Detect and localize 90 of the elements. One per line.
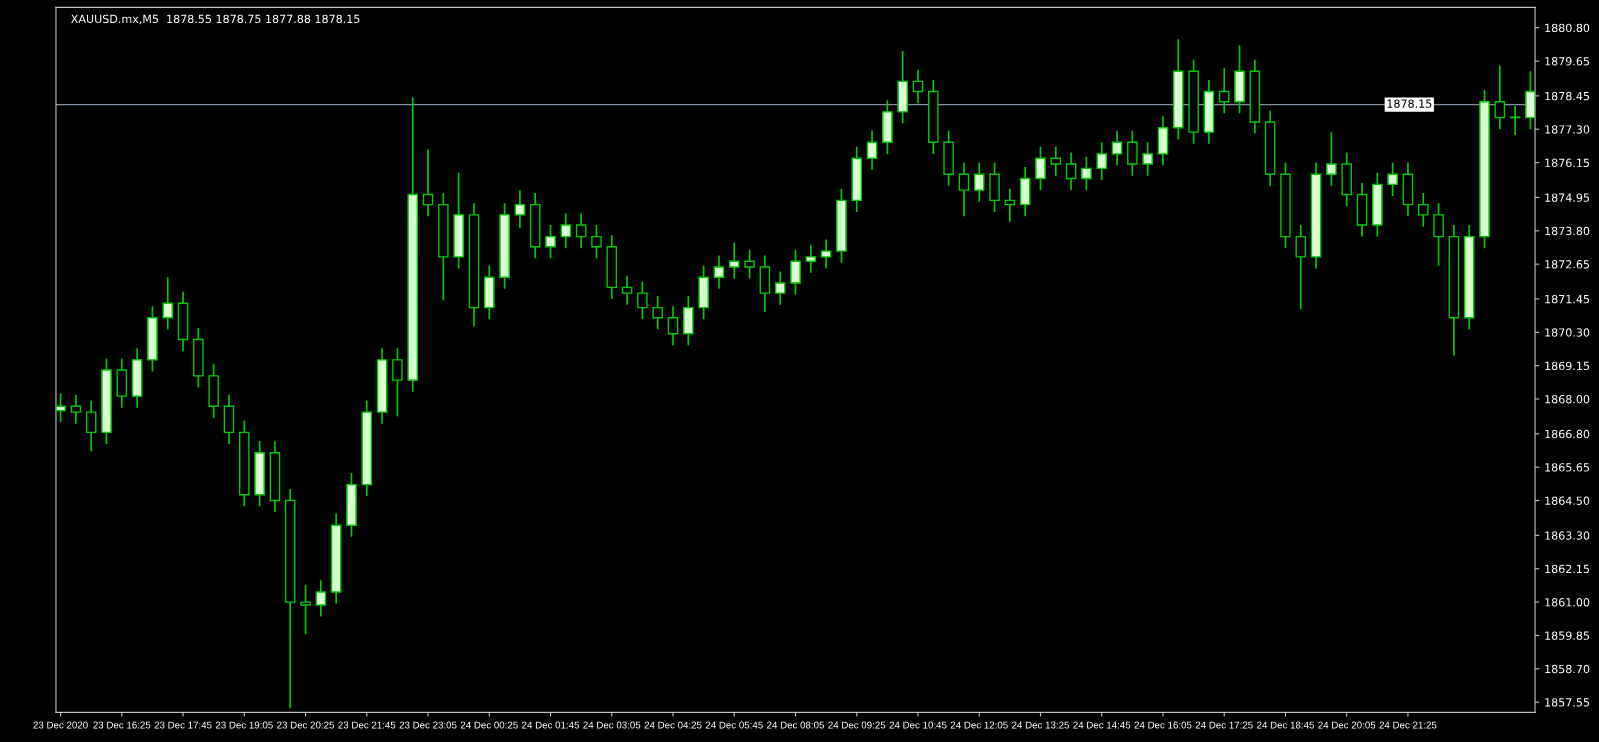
x-tick-label: 23 Dec 17:45 bbox=[154, 721, 212, 729]
x-tick-label: 23 Dec 19:05 bbox=[215, 721, 273, 729]
candlestick bbox=[1295, 224, 1307, 310]
candlestick bbox=[820, 238, 832, 270]
candlestick bbox=[1035, 145, 1046, 192]
y-tick-label: 1858.70 bbox=[1545, 664, 1590, 674]
x-tick-label: 23 Dec 2020 bbox=[33, 721, 88, 729]
candlestick bbox=[728, 241, 740, 280]
text: XAUUSD.mx,M5 1878.55 1878.75 1877.88 1878.15 bbox=[71, 14, 360, 25]
y-tick-label: 1857.55 bbox=[1545, 698, 1590, 707]
candlestick bbox=[958, 161, 970, 218]
y-tick-label: 1877.30 bbox=[1545, 125, 1590, 134]
candlestick bbox=[315, 579, 327, 618]
x-tick-label: 24 Dec 10:45 bbox=[889, 721, 947, 729]
y-tick-label: 1871.45 bbox=[1545, 294, 1590, 304]
candlestick bbox=[85, 399, 97, 453]
x-tick-label: 24 Dec 20:05 bbox=[1318, 721, 1376, 729]
y-tick-label: 1859.85 bbox=[1545, 631, 1590, 640]
y-tick-label: 1866.80 bbox=[1545, 429, 1590, 439]
candlestick bbox=[70, 393, 82, 425]
candlestick bbox=[55, 392, 66, 424]
candlestick bbox=[1065, 151, 1077, 192]
candlestick bbox=[1433, 202, 1444, 267]
candlestick bbox=[912, 68, 924, 104]
y-tick-label: 1872.65 bbox=[1545, 260, 1590, 269]
candlestick bbox=[1387, 161, 1398, 197]
candlestick bbox=[1111, 129, 1123, 167]
candlestick bbox=[591, 224, 602, 260]
y-tick-label: 1865.65 bbox=[1545, 463, 1590, 472]
y-tick-label: 1863.30 bbox=[1545, 531, 1590, 540]
x-tick-label: 24 Dec 09:25 bbox=[828, 721, 886, 729]
candlestick bbox=[774, 270, 786, 306]
candlestick bbox=[575, 212, 587, 250]
candlestick bbox=[1081, 155, 1092, 192]
candlestick bbox=[744, 248, 755, 280]
y-tick-label: 1869.15 bbox=[1545, 361, 1590, 371]
candlestick bbox=[545, 224, 556, 260]
x-tick-label: 24 Dec 04:25 bbox=[644, 721, 702, 729]
x-tick-label: 24 Dec 21:25 bbox=[1379, 721, 1437, 729]
x-tick-label: 24 Dec 16:05 bbox=[1134, 721, 1192, 729]
candlestick bbox=[667, 305, 679, 347]
x-tick-label: 24 Dec 14:45 bbox=[1073, 721, 1131, 729]
y-tick-label: 1876.15 bbox=[1545, 158, 1590, 167]
candlestick bbox=[514, 189, 526, 229]
y-tick-label: 1873.80 bbox=[1545, 226, 1590, 236]
candlestick bbox=[973, 161, 985, 203]
candlestick bbox=[713, 254, 725, 290]
x-tick-label: 23 Dec 23:05 bbox=[399, 721, 457, 729]
candlestick bbox=[1218, 67, 1230, 115]
x-tick-label: 24 Dec 03:05 bbox=[583, 721, 641, 729]
y-tick-label: 1878.45 bbox=[1545, 91, 1590, 101]
x-tick-label: 23 Dec 20:25 bbox=[277, 721, 335, 729]
y-tick-label: 1868.00 bbox=[1545, 395, 1590, 404]
candlestick bbox=[1142, 141, 1153, 177]
x-tick-label: 24 Dec 01:45 bbox=[522, 721, 580, 729]
candlestick bbox=[300, 583, 311, 635]
x-tick-label: 23 Dec 21:45 bbox=[338, 721, 396, 729]
candlestick bbox=[866, 129, 878, 171]
candlestick bbox=[637, 280, 648, 321]
candlestick bbox=[1326, 131, 1337, 187]
candlestick bbox=[1096, 141, 1108, 181]
x-tick-label: 24 Dec 18:45 bbox=[1257, 721, 1314, 729]
y-tick-label: 1862.15 bbox=[1545, 564, 1590, 574]
candlestick bbox=[1417, 192, 1429, 228]
candlestick bbox=[1509, 105, 1521, 136]
y-tick-label: 1861.00 bbox=[1545, 598, 1590, 607]
candlestick bbox=[621, 274, 633, 306]
x-tick-label: 24 Dec 17:25 bbox=[1195, 721, 1253, 729]
candlestick bbox=[162, 276, 174, 331]
y-tick-label: 1874.95 bbox=[1545, 193, 1590, 202]
x-tick-label: 24 Dec 08:05 bbox=[767, 721, 825, 729]
y-tick-label: 1870.30 bbox=[1545, 328, 1590, 337]
x-tick-label: 24 Dec 13:25 bbox=[1012, 721, 1069, 729]
candlestick bbox=[652, 295, 663, 331]
candlestick bbox=[805, 244, 817, 274]
y-tick-label: 1864.50 bbox=[1545, 496, 1590, 505]
candlestick bbox=[790, 248, 801, 296]
y-tick-label: 1879.65 bbox=[1545, 57, 1590, 66]
x-tick-label: 24 Dec 00:25 bbox=[460, 721, 518, 729]
x-tick-label: 24 Dec 12:05 bbox=[950, 721, 1008, 729]
y-tick-label: 1880.80 bbox=[1545, 23, 1590, 33]
candlestick bbox=[392, 347, 403, 418]
x-tick-label: 23 Dec 16:25 bbox=[93, 721, 151, 729]
candlestick bbox=[1127, 129, 1138, 177]
candlestick bbox=[422, 148, 434, 218]
candlestick bbox=[1494, 64, 1506, 131]
candlestick bbox=[1050, 145, 1062, 177]
ref-line-label: 1878.15 bbox=[1387, 99, 1432, 108]
x-tick-label: 24 Dec 05:45 bbox=[705, 721, 763, 729]
candlestick bbox=[560, 212, 572, 250]
